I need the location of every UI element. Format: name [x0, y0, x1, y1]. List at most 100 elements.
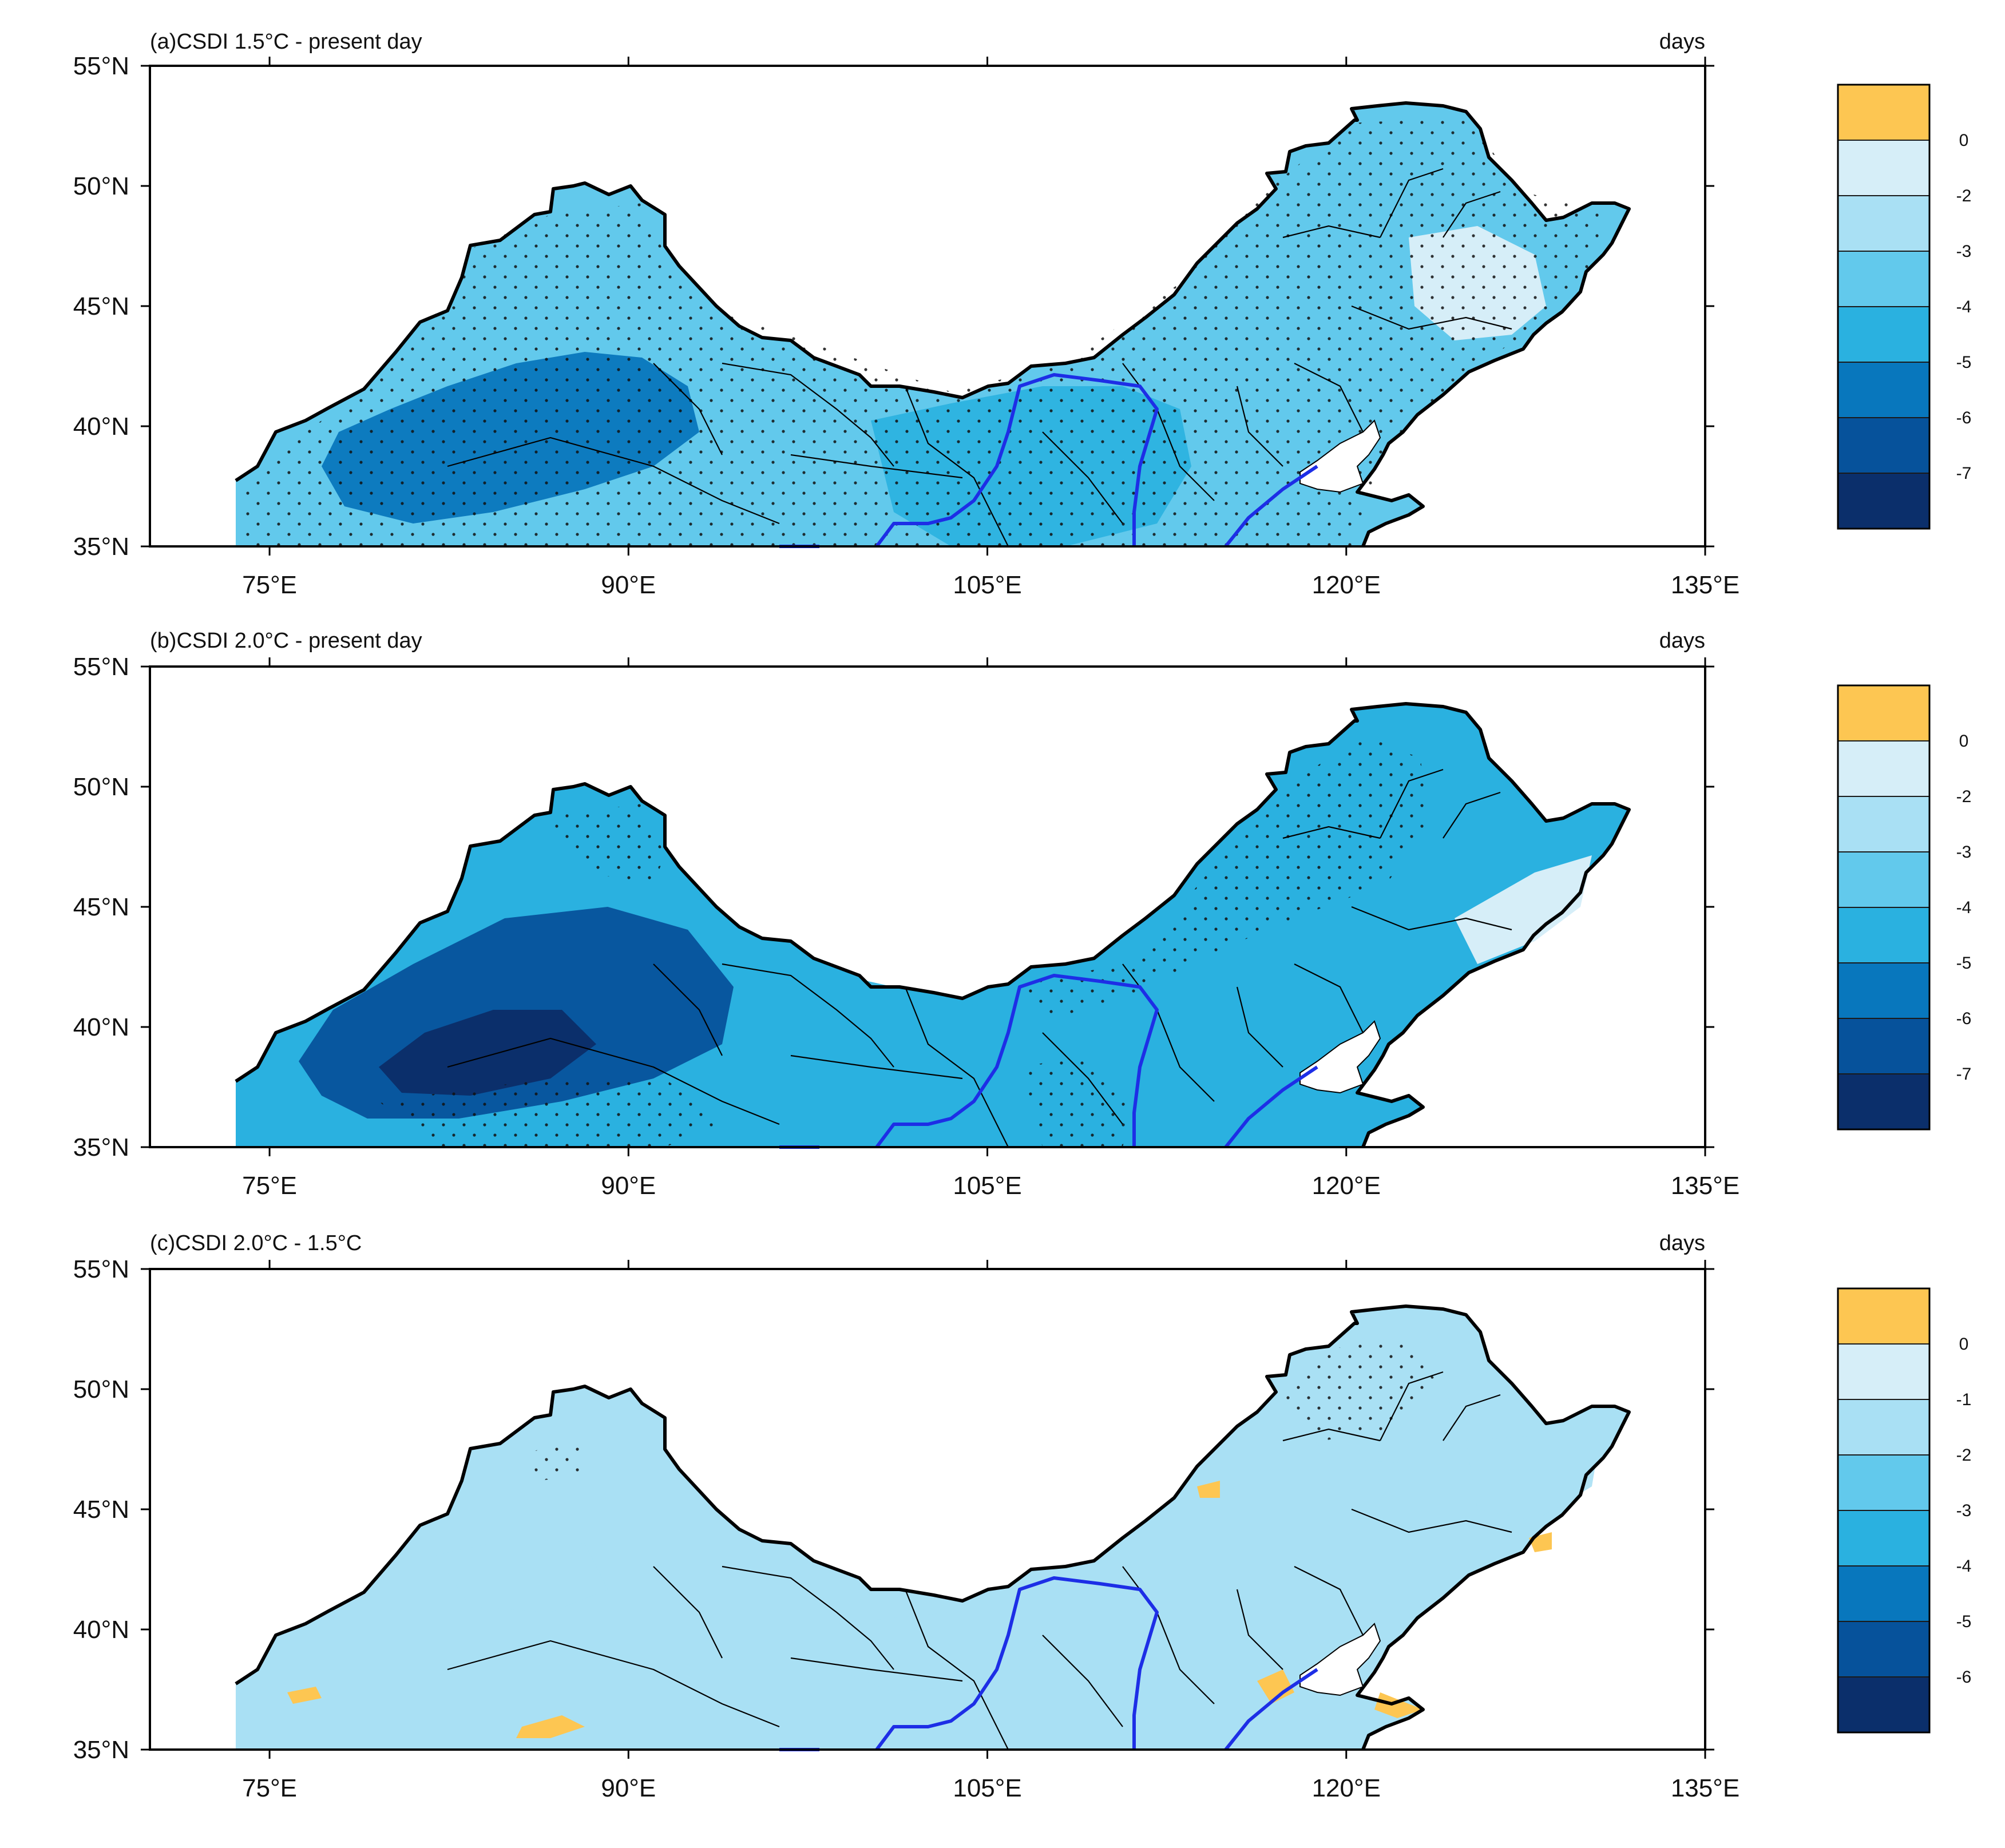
panel-c-positive-zone-2	[1374, 1692, 1423, 1718]
lat-tick-label: 45°N	[73, 1496, 129, 1524]
colorbar-label: -5	[1956, 954, 1972, 973]
panel-c-province-borders	[447, 1371, 1512, 1750]
panel-c-significance-stipple	[528, 1338, 1437, 1481]
lat-tick-label: 55°N	[73, 653, 129, 681]
lat-tick-label: 55°N	[73, 52, 129, 80]
panel-b-deepest-zone	[379, 1010, 596, 1096]
panel-c-positive-zone-1	[1257, 1669, 1294, 1704]
lat-tick-label: 35°N	[73, 533, 129, 561]
lat-tick-label: 40°N	[73, 1013, 129, 1041]
lon-tick-label: 90°E	[601, 1774, 656, 1802]
colorbar-box	[1837, 1288, 1930, 1345]
colorbar-box	[1837, 362, 1930, 418]
colorbar-label: -6	[1956, 1668, 1972, 1687]
lat-tick-label: 50°N	[73, 172, 129, 200]
lon-tick-label: 120°E	[1312, 1172, 1381, 1200]
colorbar-box	[1837, 1621, 1930, 1678]
colorbar-box	[1837, 1343, 1930, 1400]
panel-a-units: days	[1659, 30, 1705, 54]
lon-tick-label: 75°E	[242, 1774, 297, 1802]
lon-tick-label: 90°E	[601, 1172, 656, 1200]
colorbar-frame	[1837, 684, 1931, 1131]
panel-a-map	[149, 65, 1706, 548]
lon-tick-label: 75°E	[242, 571, 297, 599]
lon-tick-label: 105°E	[953, 1774, 1021, 1802]
colorbar-box	[1837, 195, 1930, 252]
colorbar-box	[1837, 962, 1930, 1019]
colorbar-box	[1837, 740, 1930, 797]
lon-tick-label: 105°E	[953, 571, 1021, 599]
colorbar-box	[1837, 306, 1930, 363]
colorbar-box	[1837, 417, 1930, 474]
colorbar-label: -5	[1956, 1612, 1972, 1631]
panel-c-title: (c)CSDI 2.0°C - 1.5°C	[150, 1231, 362, 1255]
lon-tick-label: 120°E	[1312, 1774, 1381, 1802]
lon-tick-label: 105°E	[953, 1172, 1021, 1200]
colorbar-box	[1837, 685, 1930, 741]
colorbar-label: -3	[1956, 242, 1972, 261]
colorbar-label: -3	[1956, 843, 1972, 862]
panel-b-bohai-bay	[1299, 1020, 1381, 1094]
colorbar-label: -4	[1956, 898, 1972, 917]
colorbar-box	[1837, 1399, 1930, 1456]
panel-b-significance-stipple	[379, 735, 1432, 1147]
lat-tick-label: 50°N	[73, 773, 129, 801]
panel-b-light-zone	[1455, 855, 1592, 964]
colorbar-label: -5	[1956, 353, 1972, 372]
panel-b-map	[149, 665, 1706, 1149]
colorbar-label: -2	[1956, 1446, 1972, 1465]
panel-a-province-borders	[447, 168, 1512, 547]
colorbar-box	[1837, 796, 1930, 852]
colorbar-label: -4	[1956, 1557, 1972, 1576]
panel-b-title: (b)CSDI 2.0°C - present day	[150, 629, 422, 653]
panel-c-units: days	[1659, 1231, 1705, 1255]
colorbar-label: -3	[1956, 1501, 1972, 1520]
panel-c-bohai-bay	[1299, 1623, 1381, 1696]
panel-c-map	[149, 1268, 1706, 1751]
lat-tick-label: 40°N	[73, 413, 129, 441]
lon-tick-label: 135°E	[1671, 1774, 1739, 1802]
colorbar-label: -4	[1956, 298, 1972, 316]
colorbar-label: -1	[1956, 1390, 1972, 1409]
colorbar-box	[1837, 473, 1930, 529]
colorbar-box	[1837, 851, 1930, 908]
panel-b-province-borders	[447, 768, 1512, 1148]
colorbar-label: -6	[1956, 409, 1972, 427]
colorbar-label: -6	[1956, 1009, 1972, 1028]
colorbar-box	[1837, 1073, 1930, 1130]
lat-tick-label: 35°N	[73, 1133, 129, 1161]
lon-tick-label: 135°E	[1671, 571, 1739, 599]
colorbar-label: -2	[1956, 787, 1972, 806]
lat-tick-label: 45°N	[73, 292, 129, 320]
lon-tick-label: 135°E	[1671, 1172, 1739, 1200]
colorbar-box	[1837, 1454, 1930, 1511]
colorbar-label: 0	[1959, 1335, 1969, 1354]
colorbar-box	[1837, 251, 1930, 307]
lat-tick-label: 55°N	[73, 1255, 129, 1283]
colorbar-box	[1837, 1676, 1930, 1733]
lat-tick-label: 35°N	[73, 1736, 129, 1764]
colorbar-box	[1837, 1510, 1930, 1567]
colorbar-box	[1837, 907, 1930, 963]
colorbar-frame	[1837, 1287, 1931, 1734]
panel-a-coastline	[235, 101, 1631, 548]
panel-a: (a)CSDI 1.5°C - present day days	[149, 30, 1706, 548]
lat-tick-label: 45°N	[73, 893, 129, 921]
lon-tick-label: 90°E	[601, 571, 656, 599]
colorbar-box	[1837, 140, 1930, 196]
colorbar-label: -7	[1956, 1065, 1972, 1084]
colorbar-label: -7	[1956, 464, 1972, 483]
colorbar-layer: 0 -2 -3 -4 -5 -6 -7 0 -2 -3 -4 -5 -6 -7 0 -1 -2 -3 -4 -5 -6	[1837, 84, 1972, 1734]
panel-b: (b)CSDI 2.0°C - present day days	[149, 629, 1706, 1149]
panel-a-bohai-bay	[1299, 419, 1381, 493]
lon-tick-label: 75°E	[242, 1172, 297, 1200]
colorbar-label: -2	[1956, 187, 1972, 205]
panel-c-mid-zone-3	[436, 1538, 1043, 1692]
colorbar-label: 0	[1959, 131, 1969, 150]
axes-layer: 75°E 90°E 105°E 120°E 135°E 55°N 50°N 45°N 40°N 3…	[73, 52, 1739, 1802]
colorbar-box	[1837, 1018, 1930, 1074]
panel-c-coastline	[235, 1304, 1631, 1751]
panel-c-land	[236, 1306, 1629, 1750]
colorbar-box	[1837, 1565, 1930, 1622]
